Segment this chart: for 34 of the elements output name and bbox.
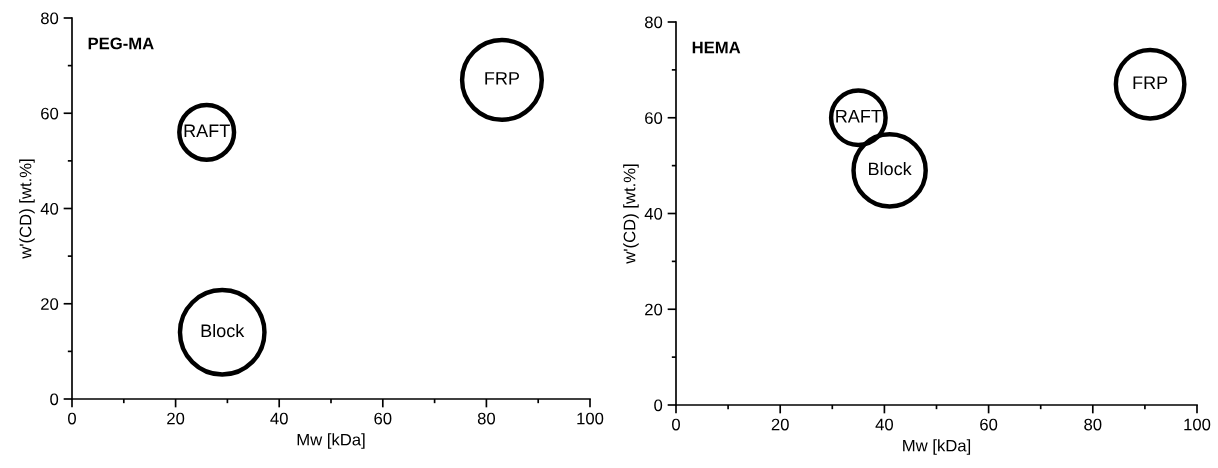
- y-tick-label: 20: [41, 298, 59, 310]
- x-axis-title: Mw [kDa]: [297, 433, 365, 449]
- x-tick-label: 0: [672, 418, 680, 431]
- y-axis-title: w'(CD) [wt.%]: [19, 159, 35, 259]
- x-tick-label: 20: [771, 418, 789, 431]
- y-axis-title: w'(CD) [wt.%]: [623, 164, 639, 264]
- y-tick-label: 0: [654, 399, 663, 412]
- text: PEG-MA: [88, 37, 154, 50]
- y-tick-label: 40: [644, 207, 663, 220]
- x-tick-label: 100: [577, 412, 604, 425]
- x-axis-title: Mw [kDa]: [903, 439, 971, 455]
- x-tick-label: 40: [270, 412, 288, 425]
- y-tick-label: 40: [40, 202, 59, 215]
- y-tick-label: 80: [644, 16, 663, 29]
- y-tick-label: 60: [645, 112, 663, 124]
- x-tick-label: 60: [374, 412, 392, 425]
- y-tick-label: 60: [41, 107, 59, 120]
- x-tick-label: 60: [980, 418, 998, 431]
- x-tick-label: 40: [875, 418, 894, 431]
- annotation: FRP: [1133, 76, 1168, 89]
- annotation: Block: [869, 162, 912, 176]
- y-tick-label: 20: [645, 303, 663, 316]
- x-tick-label: 100: [1184, 418, 1211, 431]
- y-tick-label: 80: [40, 12, 59, 25]
- annotation: Block: [201, 323, 245, 338]
- x-tick-label: 80: [477, 412, 496, 425]
- annotation: FRP: [485, 72, 520, 85]
- x-tick-label: 0: [68, 412, 76, 425]
- y-tick-label: 0: [50, 393, 59, 406]
- text: HEMA: [692, 41, 741, 54]
- annotation: RAFT: [184, 124, 230, 137]
- x-tick-label: 80: [1084, 418, 1102, 431]
- x-tick-label: 20: [167, 412, 185, 425]
- annotation: RAFT: [836, 110, 882, 123]
